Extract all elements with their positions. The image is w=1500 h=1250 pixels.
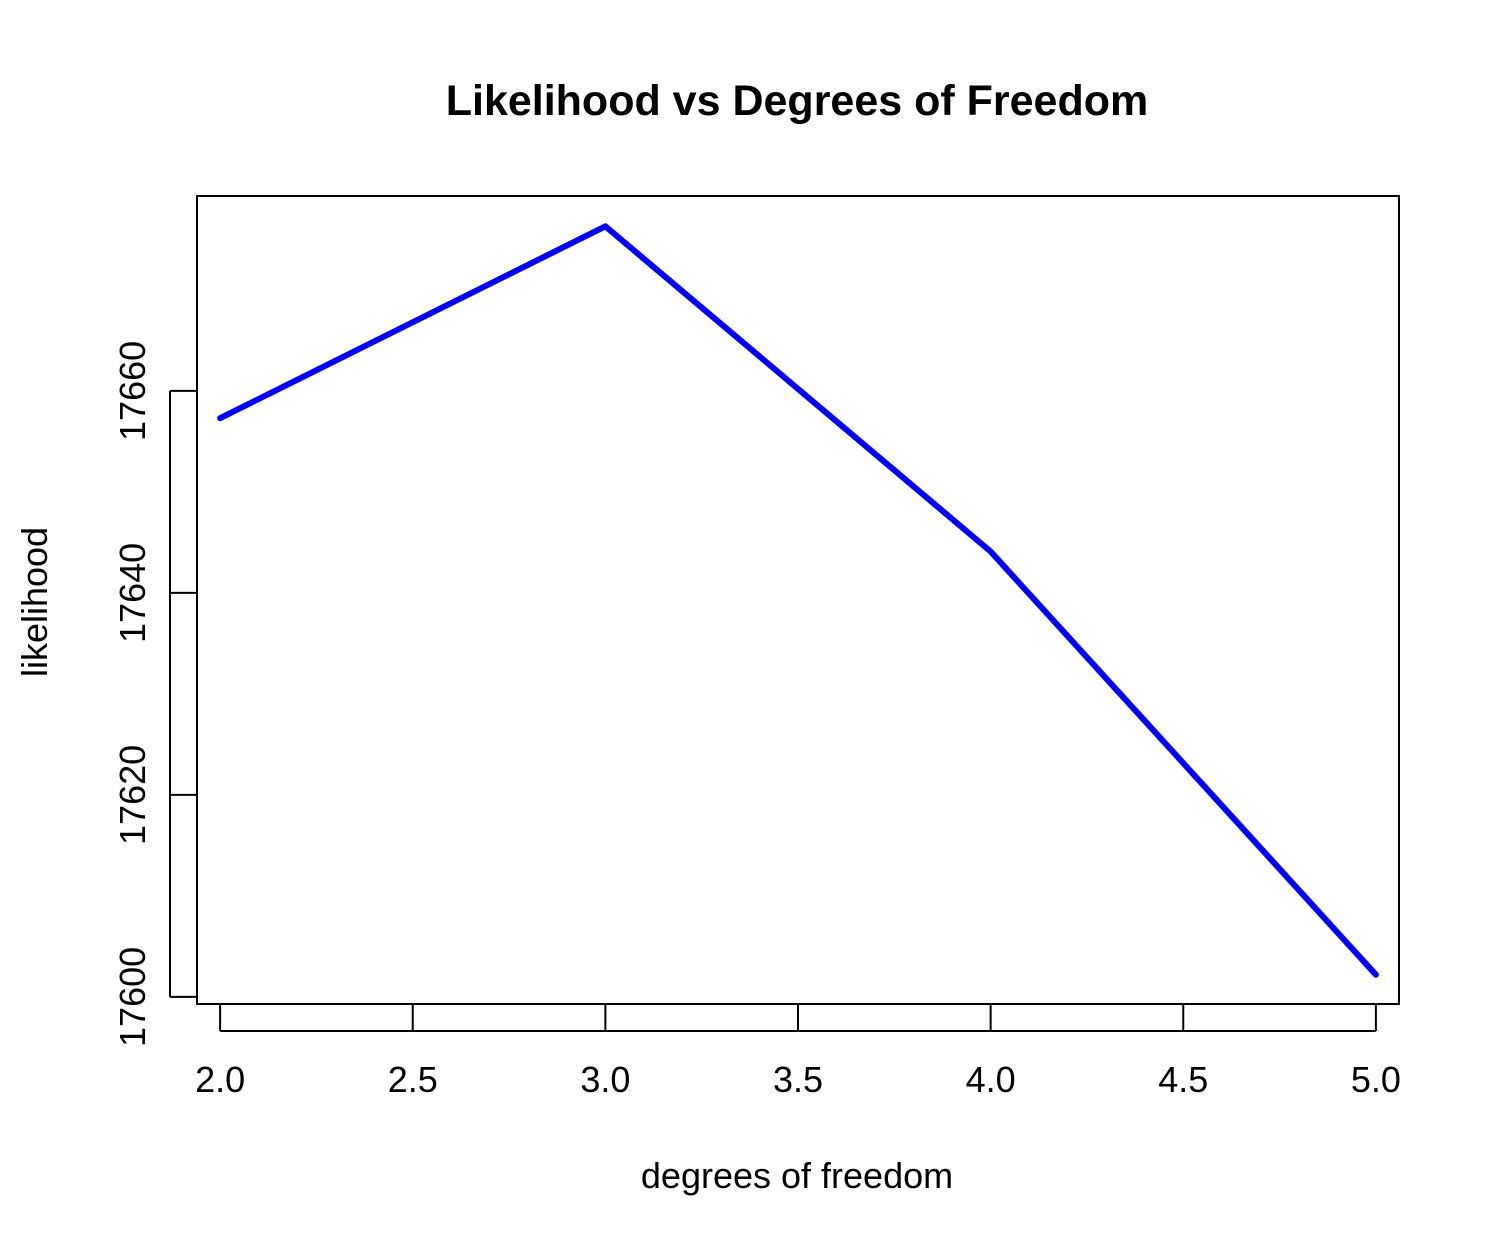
x-tick-label: 3.5 bbox=[773, 1059, 823, 1100]
y-tick-label: 17660 bbox=[112, 341, 153, 441]
y-axis: 17600 17620 17640 17660 bbox=[112, 341, 197, 1047]
y-axis-label: likelihood bbox=[14, 527, 55, 677]
x-tick-label: 2.0 bbox=[195, 1059, 245, 1100]
y-tick-label: 17600 bbox=[112, 947, 153, 1047]
x-tick-label: 3.0 bbox=[580, 1059, 630, 1100]
y-tick-label: 17640 bbox=[112, 543, 153, 643]
series-line-0 bbox=[217, 223, 1379, 978]
chart-title: Likelihood vs Degrees of Freedom bbox=[446, 77, 1149, 125]
x-tick-label: 4.0 bbox=[966, 1059, 1016, 1100]
y-tick-label: 17620 bbox=[112, 745, 153, 845]
x-axis-label: degrees of freedom bbox=[641, 1155, 953, 1196]
x-tick-label: 2.5 bbox=[388, 1059, 438, 1100]
x-tick-label: 4.5 bbox=[1158, 1059, 1208, 1100]
y-ticks: 17600 17620 17640 17660 bbox=[112, 341, 197, 1047]
x-ticks: 2.0 2.5 3.0 3.5 4.0 4.5 5.0 bbox=[195, 1004, 1401, 1100]
plot-area-frame bbox=[196, 195, 1400, 1005]
x-axis: 2.0 2.5 3.0 3.5 4.0 4.5 5.0 bbox=[195, 1004, 1401, 1100]
series-layer bbox=[217, 223, 1379, 978]
x-tick-label: 5.0 bbox=[1351, 1059, 1401, 1100]
